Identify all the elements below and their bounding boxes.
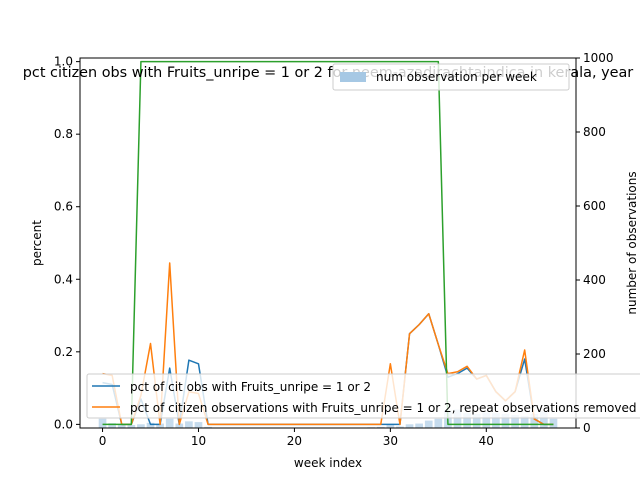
- bar: [185, 421, 193, 428]
- y-tick-label: 0.6: [54, 200, 73, 214]
- legend-bars-swatch: [340, 72, 366, 82]
- x-tick-label: 10: [191, 434, 206, 448]
- y-axis-label: percent: [30, 220, 44, 266]
- y2-tick-label: 400: [583, 273, 606, 287]
- bar: [156, 423, 164, 428]
- bar: [492, 413, 500, 428]
- x-tick-label: 30: [383, 434, 398, 448]
- legend-bars-box: [332, 63, 570, 91]
- bar: [165, 418, 174, 428]
- bar: [463, 413, 471, 428]
- bar: [549, 418, 558, 428]
- y2-tick-label: 600: [583, 199, 606, 213]
- y-axis-right: 0 200 400 600 800 1000: [576, 51, 614, 435]
- bar: [127, 425, 136, 428]
- bar: [453, 409, 462, 428]
- bar: [386, 425, 395, 428]
- bar: [396, 426, 404, 428]
- y-tick-label: 0.4: [54, 272, 73, 286]
- y-tick-label: 0.8: [54, 127, 73, 141]
- bar: [415, 423, 423, 428]
- legend-lines-box: [86, 373, 640, 419]
- y-axis-left: 0.0 0.2 0.4 0.6 0.8 1.0: [54, 55, 80, 431]
- x-tick-label: 40: [479, 434, 494, 448]
- legend-line-label-2: pct of citizen observations with Fruits_…: [130, 401, 636, 415]
- bar: [137, 424, 145, 428]
- bar: [175, 423, 184, 428]
- x-axis: 0 10 20 30 40: [99, 428, 494, 448]
- bar-series: [98, 409, 558, 428]
- y2-axis-label: number of observations: [625, 171, 639, 314]
- x-tick-label: 20: [287, 434, 302, 448]
- y2-tick-label: 200: [583, 347, 606, 361]
- x-axis-label: week index: [294, 456, 362, 470]
- line-series: [102, 60, 554, 426]
- bar: [511, 415, 519, 428]
- legend-line-label-1: pct of cit obs with Fruits_unripe = 1 or…: [130, 380, 371, 394]
- legend-bars: num observation per week: [332, 63, 570, 91]
- series-line: [102, 60, 554, 426]
- bar: [530, 413, 539, 428]
- bar: [405, 424, 414, 428]
- bar: [108, 423, 116, 428]
- y-tick-label: 1.0: [54, 55, 73, 69]
- plot-frame: [79, 57, 577, 429]
- bar: [434, 418, 443, 428]
- bar: [194, 422, 203, 428]
- y2-tick-label: 800: [583, 125, 606, 139]
- y-tick-label: 0.2: [54, 345, 73, 359]
- x-tick-label: 0: [99, 434, 107, 448]
- bar: [98, 418, 107, 428]
- legend-bars-label: num observation per week: [376, 70, 537, 84]
- bar: [472, 413, 481, 428]
- y2-tick-label: 1000: [583, 51, 614, 65]
- bar: [540, 411, 548, 428]
- y2-tick-label: 0: [583, 421, 591, 435]
- bar: [146, 422, 155, 428]
- bar: [501, 413, 510, 428]
- bar: [520, 416, 529, 428]
- bar: [204, 426, 212, 428]
- y-tick-label: 0.0: [54, 417, 73, 431]
- bar: [482, 412, 491, 428]
- bar: [117, 424, 126, 428]
- bar: [376, 426, 385, 428]
- bar: [424, 420, 433, 428]
- legend-lines: pct of cit obs with Fruits_unripe = 1 or…: [86, 373, 640, 419]
